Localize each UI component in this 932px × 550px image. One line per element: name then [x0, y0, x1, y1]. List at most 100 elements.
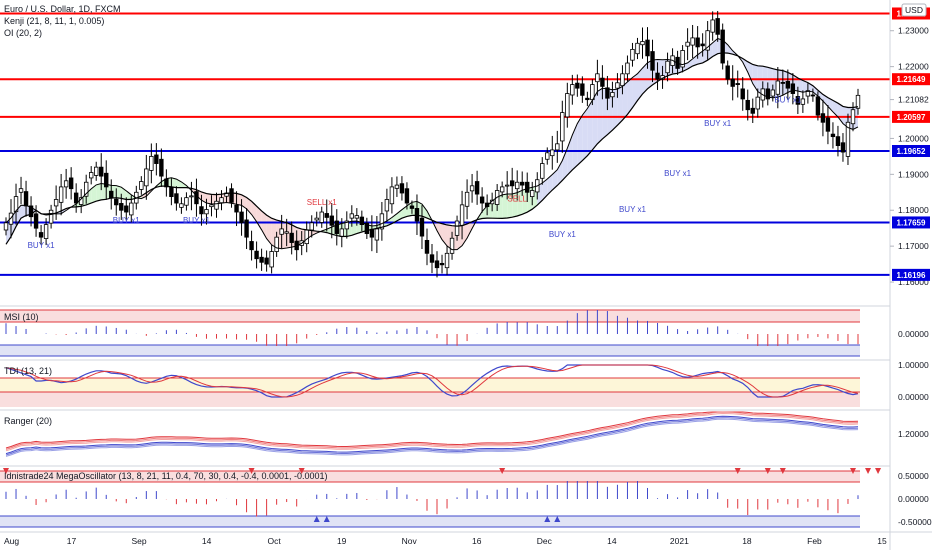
currency-badge[interactable]	[901, 3, 927, 17]
candle	[474, 181, 480, 195]
ranger-line	[5, 411, 859, 450]
candle	[520, 181, 525, 186]
cloud-segment	[116, 185, 122, 199]
panel-band	[0, 345, 860, 356]
cloud-segment	[692, 54, 698, 67]
candle	[139, 181, 144, 190]
mega-sell-marker	[865, 468, 872, 474]
cloud-segment	[241, 194, 247, 209]
time-axis[interactable]: Aug 17 Sep 14 Oct 19 Nov 16 Dec 14 2021 18 Feb 15	[4, 536, 887, 546]
mega-sell-marker	[875, 468, 882, 474]
mega-sell-marker	[298, 468, 305, 474]
candle	[434, 260, 440, 269]
cloud-segment	[421, 204, 427, 219]
cloud-segment	[517, 190, 523, 216]
candle	[389, 186, 395, 205]
candle	[13, 196, 19, 213]
signal-label: BUY x1	[549, 230, 577, 239]
candle	[555, 143, 560, 151]
panel-axis-label: 1.00000	[898, 360, 929, 370]
msi-panel[interactable]: 0.00000	[0, 309, 929, 357]
candle	[775, 80, 781, 95]
signal-label: BUY x1	[619, 205, 647, 214]
candle	[830, 133, 836, 138]
level-tag-label: 1.21649	[897, 75, 926, 84]
candle	[99, 166, 104, 177]
candle	[274, 236, 279, 252]
candle	[374, 228, 380, 241]
candle	[174, 193, 179, 204]
x-tick-label: 2021	[670, 536, 689, 546]
tdi-slow-line	[5, 364, 859, 398]
candle	[835, 136, 841, 147]
cloud-segment	[547, 174, 553, 195]
candle	[334, 220, 339, 234]
x-tick-label: 16	[472, 536, 482, 546]
kenji-indicator-label: Kenji (21, 8, 11, 1, 0.005)	[4, 16, 104, 26]
cloud-segment	[126, 190, 132, 200]
candle	[279, 228, 284, 235]
candle	[595, 73, 600, 83]
candle	[540, 163, 545, 179]
candle	[3, 222, 9, 231]
x-tick-label: Dec	[537, 536, 553, 546]
y-tick-label: 1.20000	[898, 133, 929, 143]
candle	[359, 216, 365, 226]
candle	[560, 112, 565, 142]
candle	[284, 231, 289, 234]
signal-label: SELL	[507, 194, 527, 203]
cloud-segment	[206, 193, 212, 205]
panel-band	[0, 516, 860, 527]
candle	[439, 262, 445, 266]
candle	[314, 217, 319, 221]
cloud-segment	[522, 188, 528, 215]
cloud-segment	[236, 193, 242, 206]
candle	[344, 220, 349, 230]
signal-label: BUY x1	[183, 216, 211, 225]
y-tick-label: 1.17000	[898, 241, 929, 251]
candle	[585, 97, 590, 101]
level-tag	[892, 73, 930, 86]
cloud-segment	[91, 184, 97, 204]
ranger-line	[5, 417, 859, 456]
candle	[565, 93, 570, 118]
main-pane[interactable]: BUY x1 BUY x1 BUY x1 SELL x1 SELL BUY x1 BUY x…	[0, 10, 932, 278]
candle	[525, 181, 530, 193]
candle	[429, 254, 435, 263]
x-tick-label: 18	[742, 536, 752, 546]
cloud-segment	[592, 91, 598, 150]
candle	[309, 222, 314, 231]
candle	[169, 186, 174, 197]
candle	[610, 92, 615, 98]
candle	[464, 191, 470, 207]
mega-oscillator-panel[interactable]: 0.50000 0.00000 -0.50000	[0, 468, 932, 528]
x-tick-label: Oct	[268, 536, 282, 546]
mega-buy-marker	[544, 516, 551, 522]
panel-axis-label: 0.00000	[898, 494, 929, 504]
candle	[620, 73, 625, 87]
y-tick-label: 1.16000	[898, 277, 929, 287]
panel-axis-label: 1.20000	[898, 429, 929, 439]
candle	[484, 202, 490, 208]
candle	[404, 188, 410, 204]
panel-axis-label: 0.00000	[898, 392, 929, 402]
candle	[499, 186, 505, 193]
candle	[635, 42, 640, 55]
candle	[339, 228, 344, 237]
oi-indicator-label: OI (20, 2)	[4, 28, 42, 38]
cloud-segment	[251, 201, 257, 222]
horizontal-levels	[0, 12, 890, 276]
candle	[144, 168, 149, 187]
candle	[18, 188, 24, 193]
price-axis[interactable]: 1.23000 1.22000 1.21082 1.20000 1.19000 1.180…	[890, 26, 929, 287]
candle	[810, 94, 816, 97]
candle	[695, 37, 700, 48]
candle	[209, 204, 214, 208]
candle	[855, 94, 861, 109]
candle	[119, 203, 124, 211]
candle	[28, 205, 34, 218]
candle	[504, 184, 510, 187]
ranger-line	[5, 418, 859, 457]
ranger-panel[interactable]: 1.20000	[5, 411, 929, 457]
tdi-panel[interactable]: 1.00000 0.00000	[0, 360, 929, 407]
